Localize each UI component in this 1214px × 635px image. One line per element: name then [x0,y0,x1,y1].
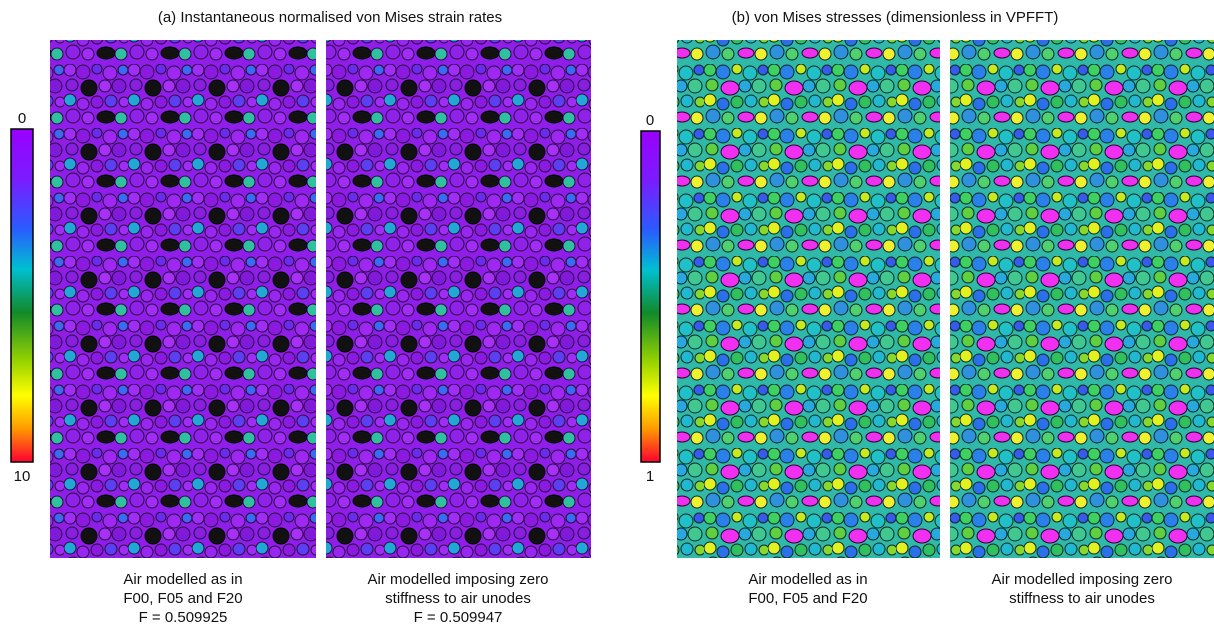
simulation-image [326,40,591,558]
simulation-image [950,40,1214,558]
colorbar-label: 0 [646,112,654,129]
figure: (a) Instantaneous normalised von Mises s… [0,0,1214,630]
simulation-image [50,40,316,558]
page: (a) Instantaneous normalised von Mises s… [0,0,1214,635]
caption: F = 0.509947 [414,609,503,626]
colorbar [11,129,33,462]
colorbar-label: 0 [18,110,26,127]
colorbar-label: 10 [14,468,31,485]
group-title: (b) von Mises stresses (dimensionless in… [732,9,1059,26]
caption: Air modelled as in [748,571,867,588]
group-title: (a) Instantaneous normalised von Mises s… [158,9,502,26]
caption: Air modelled imposing zero [992,571,1173,588]
simulation-image [677,40,940,558]
colorbar-label: 1 [646,468,654,485]
colorbar [641,131,660,462]
caption: F00, F05 and F20 [748,590,867,607]
caption: F00, F05 and F20 [123,590,242,607]
caption: F = 0.509925 [139,609,228,626]
caption: stiffness to air unodes [1009,590,1155,607]
caption: Air modelled as in [123,571,242,588]
caption: Air modelled imposing zero [368,571,549,588]
caption: stiffness to air unodes [385,590,531,607]
